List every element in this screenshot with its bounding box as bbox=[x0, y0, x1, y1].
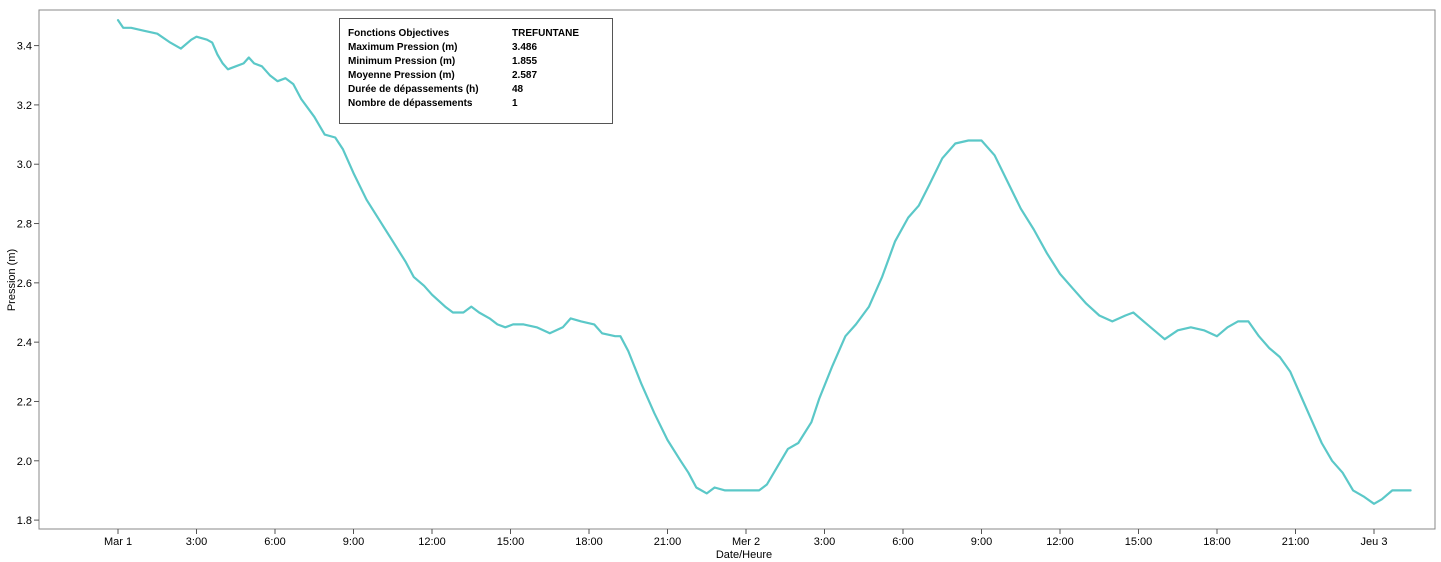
x-axis: Mar 1 3:00 6:00 9:00 12:00 15:00 18:00 21:00 Mer… bbox=[104, 529, 1388, 548]
info-value: 1 bbox=[512, 98, 518, 109]
y-axis-title: Pression (m) bbox=[6, 249, 18, 311]
y-tick-label: 3.2 bbox=[17, 100, 32, 112]
info-row: Durée de dépassements (h) 48 bbox=[348, 83, 612, 97]
pressure-series-line bbox=[116, 19, 1412, 505]
info-label: Fonctions Objectives bbox=[348, 28, 450, 39]
x-tick-label: 9:00 bbox=[343, 536, 364, 548]
y-tick-label: 3.4 bbox=[17, 41, 32, 53]
x-tick-label: 6:00 bbox=[892, 536, 913, 548]
x-tick-label: 21:00 bbox=[654, 536, 682, 548]
x-tick-label: 9:00 bbox=[971, 536, 992, 548]
info-label: Nombre de dépassements bbox=[348, 98, 473, 109]
info-label: Minimum Pression (m) bbox=[348, 56, 456, 67]
x-tick-label: 3:00 bbox=[186, 536, 207, 548]
info-row: Nombre de dépassements 1 bbox=[348, 97, 612, 111]
x-tick-label: 6:00 bbox=[264, 536, 285, 548]
info-row: Maximum Pression (m) 3.486 bbox=[348, 41, 612, 55]
info-value: TREFUNTANE bbox=[512, 28, 580, 39]
x-tick-label: 12:00 bbox=[1046, 536, 1074, 548]
x-tick-label: 3:00 bbox=[814, 536, 835, 548]
x-tick-label: Mar 1 bbox=[104, 536, 132, 548]
y-tick-label: 2.8 bbox=[17, 219, 32, 231]
y-tick-label: 2.6 bbox=[17, 278, 32, 290]
y-axis: 1.8 2.0 2.2 2.4 2.6 2.8 3.0 3.2 3.4 bbox=[17, 41, 39, 527]
x-tick-label: 15:00 bbox=[497, 536, 525, 548]
info-row: Fonctions Objectives TREFUNTANE bbox=[348, 27, 612, 41]
y-tick-label: 1.8 bbox=[17, 515, 32, 527]
y-tick-label: 2.2 bbox=[17, 396, 32, 408]
info-row: Minimum Pression (m) 1.855 bbox=[348, 55, 612, 69]
info-label: Moyenne Pression (m) bbox=[348, 70, 455, 81]
series-layer bbox=[116, 19, 1412, 505]
info-value: 48 bbox=[512, 84, 524, 95]
plot-area bbox=[38, 9, 1436, 530]
x-tick-label: Mer 2 bbox=[732, 536, 760, 548]
info-value: 3.486 bbox=[512, 42, 538, 53]
y-tick-label: 3.0 bbox=[17, 159, 32, 171]
x-tick-label: 18:00 bbox=[575, 536, 603, 548]
y-tick-label: 2.0 bbox=[17, 456, 32, 468]
info-value: 1.855 bbox=[512, 56, 538, 67]
x-tick-label: 15:00 bbox=[1125, 536, 1153, 548]
info-value: 2.587 bbox=[512, 70, 538, 81]
x-tick-label: 12:00 bbox=[418, 536, 446, 548]
x-tick-label: 18:00 bbox=[1203, 536, 1231, 548]
info-label: Maximum Pression (m) bbox=[348, 42, 458, 53]
objective-functions-box: Fonctions Objectives TREFUNTANE Maximum … bbox=[339, 18, 613, 124]
info-label: Durée de dépassements (h) bbox=[348, 84, 479, 95]
x-axis-title: Date/Heure bbox=[716, 549, 772, 561]
y-tick-label: 2.4 bbox=[17, 337, 32, 349]
info-row: Moyenne Pression (m) 2.587 bbox=[348, 69, 612, 83]
x-tick-label: 21:00 bbox=[1282, 536, 1310, 548]
x-tick-label: Jeu 3 bbox=[1361, 536, 1388, 548]
